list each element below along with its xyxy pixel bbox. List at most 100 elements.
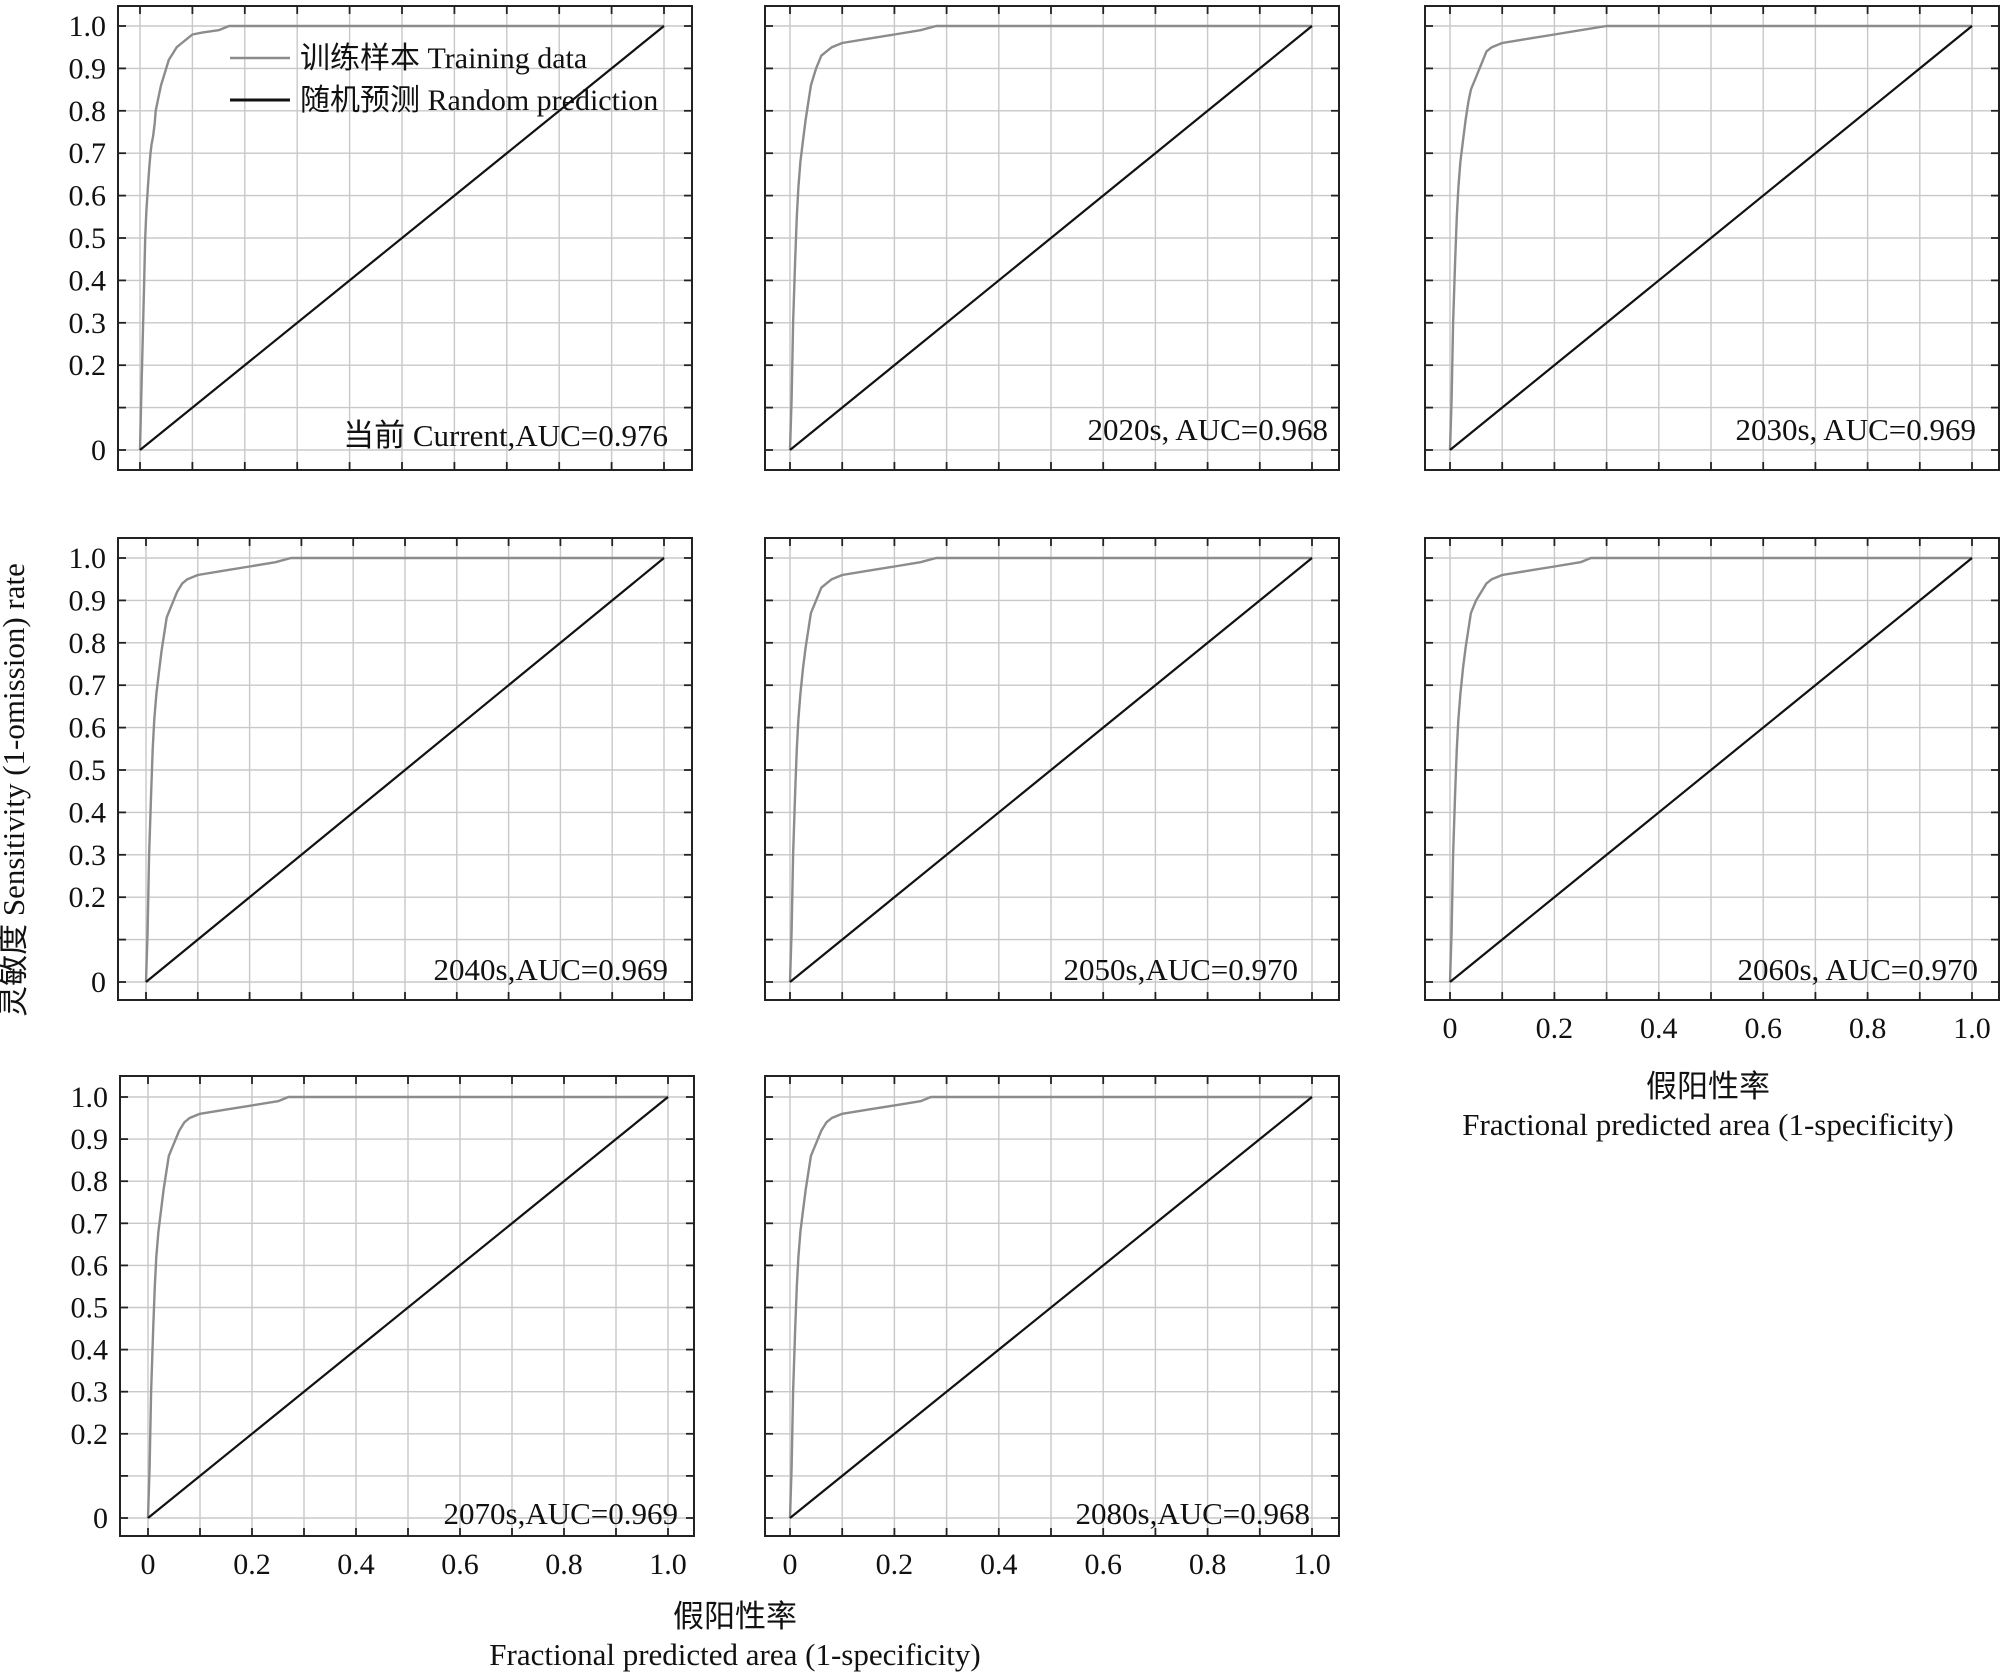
y-tick-label: 0.3: [69, 839, 107, 872]
random-prediction-line: [1449, 25, 1973, 451]
training-roc-curve: [788, 24, 1312, 451]
roc-panel: 0 0.2 0.3 0.4 0.5 0.6 0.7 0.8 0.9 1.0 2040s,AUC=0.…: [69, 537, 693, 1001]
y-tick-label: 0.2: [71, 1418, 109, 1451]
panel-auc-label: 2050s,AUC=0.970: [1064, 952, 1299, 987]
tick-marks: [118, 538, 692, 1000]
y-tick-label: 0.4: [69, 796, 107, 829]
x-tick-label: 0.4: [337, 1548, 375, 1581]
y-tick-label: 0: [91, 966, 106, 999]
plot-frame: [764, 537, 1340, 1001]
y-tick-label: 0.6: [69, 180, 107, 213]
tick-marks: [1425, 538, 1999, 1000]
x-tick-label: 1.0: [1953, 1012, 1991, 1045]
y-tick-label: 1.0: [69, 10, 107, 43]
x-axis-title-en-right: Fractional predicted area (1-specificity…: [1462, 1107, 1953, 1142]
training-roc-curve: [146, 1095, 668, 1519]
y-tick-label: 0.9: [69, 52, 107, 85]
plot-frame: [764, 1075, 1340, 1537]
y-tick-label: 0.6: [69, 712, 107, 745]
grid: [1425, 6, 1999, 470]
x-axis-title-cn-bottom: 假阳性率: [673, 1599, 797, 1634]
y-tick-label: 0: [93, 1502, 108, 1535]
random-prediction-line: [139, 25, 665, 451]
training-roc-curve: [788, 1095, 1312, 1519]
tick-marks: [765, 538, 1339, 1000]
training-roc-curve: [788, 556, 1312, 983]
x-tick-label: 0.6: [1084, 1548, 1122, 1581]
random-prediction-line: [789, 1096, 1313, 1519]
y-axis-title: 灵敏度 Sensitivity (1-omission) rate: [0, 563, 31, 1017]
legend-training-label: 训练样本 Training data: [300, 42, 587, 75]
x-tick-label: 0.6: [441, 1548, 479, 1581]
y-tick-label: 0.7: [71, 1207, 109, 1240]
panel-auc-label: 当前 Current,AUC=0.976: [343, 418, 668, 453]
tick-marks: [765, 6, 1339, 470]
legend: 训练样本 Training data 随机预测 Random predictio…: [230, 42, 658, 117]
training-roc-curve: [1448, 556, 1972, 983]
tick-marks: [1425, 6, 1999, 470]
random-prediction-line: [789, 557, 1313, 983]
panel-auc-label: 2080s,AUC=0.968: [1076, 1496, 1311, 1531]
x-tick-label: 0.2: [1536, 1012, 1574, 1045]
y-tick-label: 0.9: [71, 1123, 109, 1156]
training-roc-curve: [144, 556, 664, 983]
random-prediction-line: [789, 25, 1313, 451]
x-tick-label: 0.2: [876, 1548, 914, 1581]
y-tick-label: 0.8: [69, 627, 107, 660]
y-tick-label: 1.0: [69, 542, 107, 575]
roc-panel: 0 0.2 0.3 0.4 0.5 0.6 0.7 0.8 0.9 1.0 当前 Current,A…: [69, 5, 693, 471]
panel-auc-label: 2070s,AUC=0.969: [444, 1496, 679, 1531]
training-roc-curve: [1448, 24, 1972, 451]
plot-frame: [1424, 537, 2000, 1001]
y-tick-label: 0.8: [69, 95, 107, 128]
random-prediction-line: [145, 557, 665, 983]
y-tick-label: 0.3: [71, 1376, 109, 1409]
tick-marks: [120, 1076, 694, 1536]
random-prediction-line: [147, 1096, 669, 1519]
y-tick-label: 0.4: [69, 264, 107, 297]
x-tick-label: 0.8: [1189, 1548, 1227, 1581]
random-prediction-line: [1449, 557, 1973, 983]
x-tick-label: 0.8: [1849, 1012, 1887, 1045]
roc-panel: 0 0.2 0.4 0.6 0.8 1.0 2080s,AUC=0.968: [764, 1075, 1340, 1581]
y-tick-label: 1.0: [71, 1081, 109, 1114]
y-tick-label: 0.4: [71, 1334, 109, 1367]
panel-auc-label: 2030s, AUC=0.969: [1735, 412, 1976, 447]
x-tick-label: 1.0: [1293, 1548, 1331, 1581]
y-tick-label: 0.9: [69, 584, 107, 617]
x-tick-label: 0.6: [1744, 1012, 1782, 1045]
x-tick-label: 0.2: [233, 1548, 271, 1581]
y-tick-label: 0.2: [69, 349, 107, 382]
grid: [1425, 538, 1999, 1000]
y-tick-label: 0.7: [69, 137, 107, 170]
y-tick-label: 0.2: [69, 881, 107, 914]
x-tick-label: 0: [783, 1548, 798, 1581]
x-axis-title-en-bottom: Fractional predicted area (1-specificity…: [489, 1637, 980, 1672]
roc-panel: 0 0.2 0.4 0.6 0.8 1.0 2060s, AUC=0.970: [1424, 537, 2000, 1045]
grid: [118, 6, 692, 470]
roc-panel: 2030s, AUC=0.969: [1424, 5, 2000, 471]
y-tick-label: 0.3: [69, 307, 107, 340]
plot-frame: [119, 1075, 695, 1537]
x-tick-label: 0: [141, 1548, 156, 1581]
legend-random-label: 随机预测 Random prediction: [300, 84, 658, 117]
grid: [118, 538, 692, 1000]
panel-auc-label: 2060s, AUC=0.970: [1737, 952, 1978, 987]
x-tick-label: 1.0: [649, 1548, 687, 1581]
y-tick-label: 0.5: [69, 754, 107, 787]
panel-auc-label: 2020s, AUC=0.968: [1087, 412, 1328, 447]
roc-panel: 2020s, AUC=0.968: [764, 5, 1340, 471]
y-tick-label: 0.6: [71, 1249, 109, 1282]
tick-marks: [118, 6, 692, 470]
x-tick-label: 0.8: [545, 1548, 583, 1581]
x-tick-label: 0.4: [1640, 1012, 1678, 1045]
y-tick-label: 0: [91, 434, 106, 467]
y-tick-label: 0.8: [71, 1165, 109, 1198]
x-tick-label: 0.4: [980, 1548, 1018, 1581]
y-tick-label: 0.7: [69, 669, 107, 702]
tick-marks: [765, 1076, 1339, 1536]
roc-panel: 0 0.2 0.3 0.4 0.5 0.6 0.7 0.8 0.9 1.0 0 0.2 0.4 0.6 0.…: [71, 1075, 695, 1581]
roc-panel: 2050s,AUC=0.970: [764, 537, 1340, 1001]
x-tick-label: 0: [1443, 1012, 1458, 1045]
